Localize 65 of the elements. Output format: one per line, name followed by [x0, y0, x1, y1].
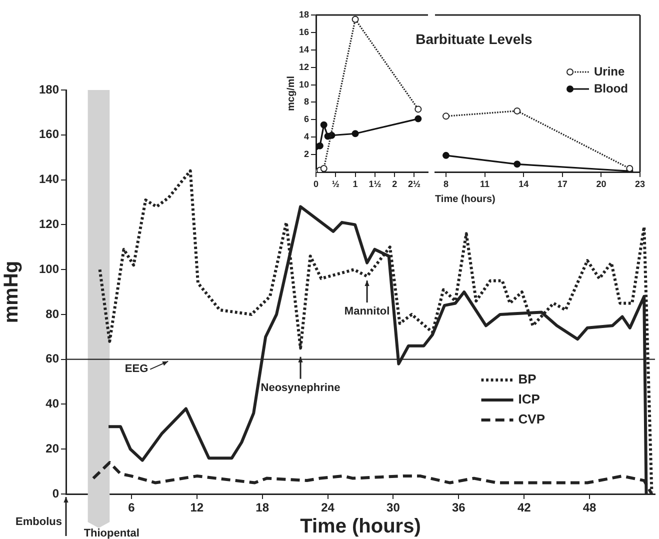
x-tick-label: 12 [190, 500, 204, 515]
x-tick-label: 23 [634, 178, 646, 189]
y-tick-label: 14 [298, 44, 309, 54]
y-axis-title: mcg/ml [286, 76, 297, 112]
y-tick-label: 8 [304, 96, 309, 107]
x-axis-title: Time (hours) [300, 516, 421, 538]
point [414, 106, 422, 113]
point [442, 152, 450, 159]
text: Embolus [16, 516, 62, 528]
x-tick-label: 2 [392, 178, 398, 189]
point [320, 121, 328, 128]
text: Barbituate Levels [416, 30, 533, 47]
legend-label: ICP [518, 392, 540, 407]
x-tick-label: 11 [480, 178, 490, 189]
y-tick-label: 20 [46, 441, 60, 456]
legend-label: BP [518, 372, 537, 387]
band-label: Thiopental [84, 528, 140, 539]
x-tick-label: 30 [386, 500, 400, 515]
annotation: Neosynephrine [260, 382, 340, 394]
y-tick-label: 4 [304, 132, 309, 142]
x-tick-label: 17 [557, 178, 568, 189]
y-tick-label: 40 [46, 396, 60, 411]
x-tick-label: 6 [128, 500, 136, 515]
x-tick-label: 14 [518, 178, 529, 189]
point [514, 160, 521, 168]
x-axis-title: Time (hours) [435, 194, 496, 205]
point [320, 165, 328, 172]
legend-label: CVP [518, 412, 546, 427]
point [442, 112, 450, 120]
x-tick-label: ½ [332, 178, 340, 189]
y-tick-label: 80 [46, 306, 60, 321]
y-tick-label: 120 [38, 216, 60, 231]
y-axis-title: mmHg [0, 260, 23, 324]
x-tick-label: 42 [517, 500, 532, 515]
y-tick-label: 0 [52, 486, 60, 500]
point [352, 130, 359, 138]
point [352, 16, 359, 23]
x-tick-label: 2½ [408, 178, 421, 189]
x-tick-label: 1½ [368, 178, 382, 189]
annotation: Mannitol [344, 306, 390, 318]
x-tick-label: 18 [256, 500, 270, 515]
y-tick-label: 16 [298, 26, 309, 37]
point [316, 142, 324, 150]
y-tick-label: 12 [298, 62, 309, 72]
y-tick-label: 100 [38, 262, 60, 276]
x-tick-label: 1 [352, 178, 358, 189]
x-tick-label: 48 [582, 500, 597, 515]
legend-label: Urine [594, 64, 626, 78]
y-tick-label: 6 [304, 114, 309, 124]
y-tick-label: 10 [298, 79, 309, 90]
ref-line-label: EEG [124, 362, 148, 375]
point [514, 107, 521, 114]
x-tick-label: 20 [596, 178, 606, 189]
x-tick-label: 8 [443, 178, 448, 189]
y-tick-label: 160 [38, 127, 60, 142]
x-tick-label: 36 [452, 500, 466, 515]
y-tick-label: 140 [38, 172, 60, 186]
x-tick-label: 24 [321, 500, 335, 515]
y-tick-label: 180 [38, 82, 60, 96]
y-tick-label: 18 [298, 9, 309, 20]
y-tick-label: 2 [304, 149, 309, 160]
legend-label: Blood [594, 81, 628, 96]
y-tick-label: 60 [46, 352, 60, 366]
x-tick-label: 0 [313, 178, 319, 189]
point [414, 115, 422, 122]
